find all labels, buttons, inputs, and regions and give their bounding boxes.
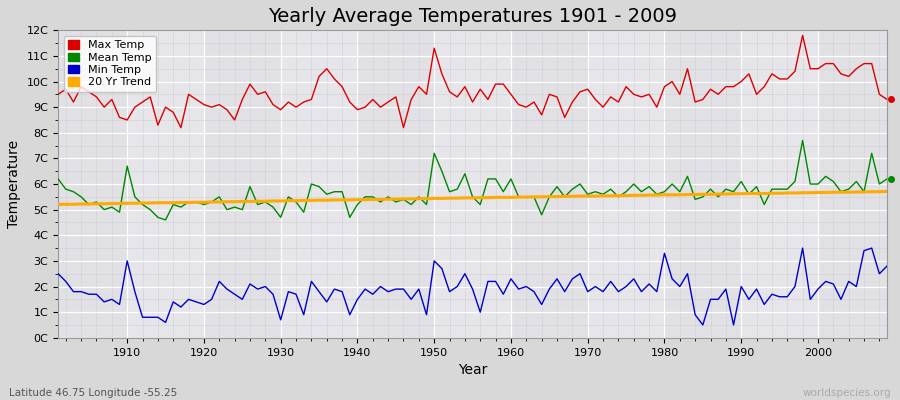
Text: Latitude 46.75 Longitude -55.25: Latitude 46.75 Longitude -55.25 xyxy=(9,388,177,398)
Bar xyxy=(511,30,588,338)
Bar xyxy=(818,30,887,338)
Text: worldspecies.org: worldspecies.org xyxy=(803,388,891,398)
Bar xyxy=(664,30,742,338)
Legend: Max Temp, Mean Temp, Min Temp, 20 Yr Trend: Max Temp, Mean Temp, Min Temp, 20 Yr Tre… xyxy=(64,36,157,92)
Bar xyxy=(58,30,127,338)
Bar xyxy=(887,30,895,338)
Bar xyxy=(281,30,357,338)
Bar xyxy=(742,30,818,338)
Title: Yearly Average Temperatures 1901 - 2009: Yearly Average Temperatures 1901 - 2009 xyxy=(268,7,677,26)
Bar xyxy=(434,30,511,338)
Bar xyxy=(588,30,664,338)
X-axis label: Year: Year xyxy=(458,363,487,377)
Bar xyxy=(127,30,204,338)
Bar xyxy=(204,30,281,338)
Bar xyxy=(357,30,434,338)
Y-axis label: Temperature: Temperature xyxy=(7,140,21,228)
